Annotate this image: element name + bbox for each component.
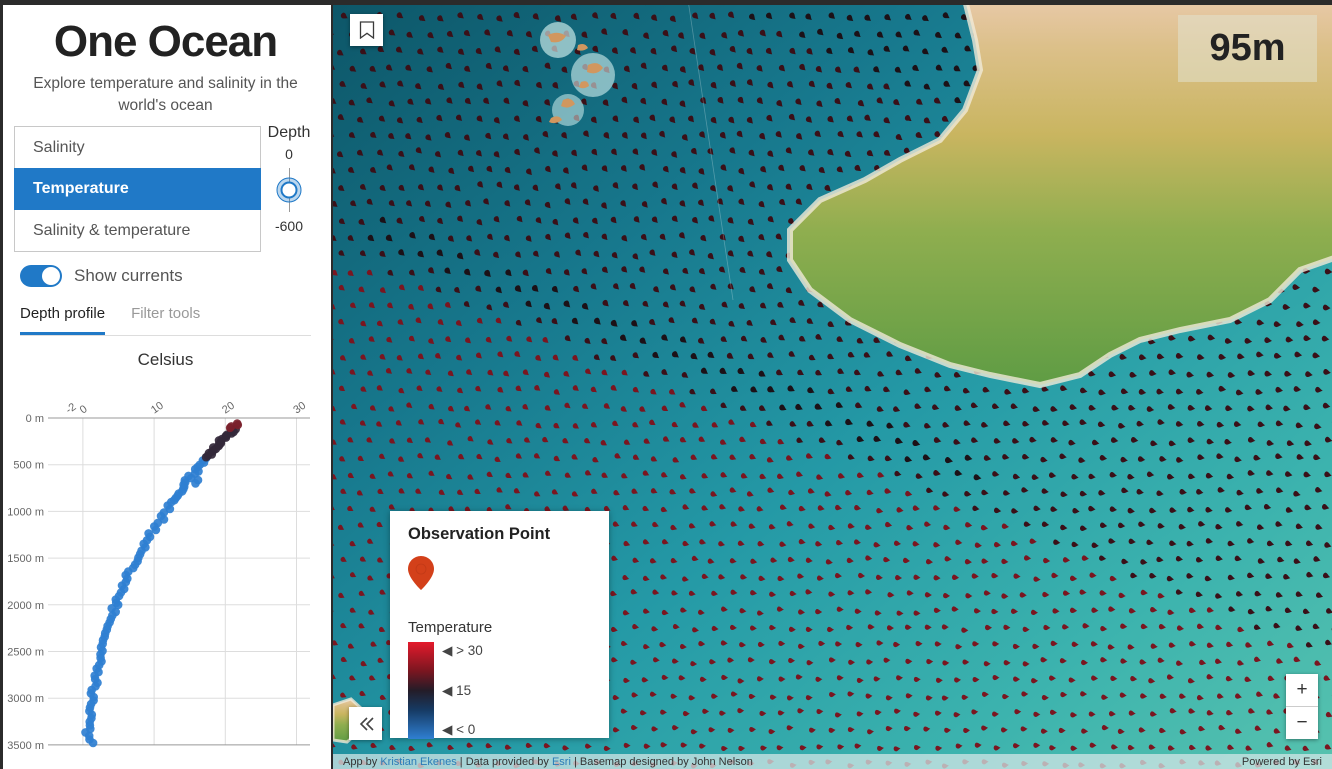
svg-text:10: 10 xyxy=(149,400,166,417)
svg-text:2500 m: 2500 m xyxy=(7,647,44,659)
svg-text:-2: -2 xyxy=(64,401,79,416)
svg-text:0: 0 xyxy=(78,403,90,416)
svg-text:30: 30 xyxy=(291,400,308,417)
svg-text:2000 m: 2000 m xyxy=(7,600,44,612)
svg-text:1000 m: 1000 m xyxy=(7,506,44,518)
svg-text:1500 m: 1500 m xyxy=(7,553,44,565)
svg-text:3500 m: 3500 m xyxy=(7,740,44,752)
svg-text:0 m: 0 m xyxy=(26,413,44,425)
svg-text:3000 m: 3000 m xyxy=(7,693,44,705)
svg-text:20: 20 xyxy=(220,400,237,417)
svg-text:500 m: 500 m xyxy=(13,460,44,472)
